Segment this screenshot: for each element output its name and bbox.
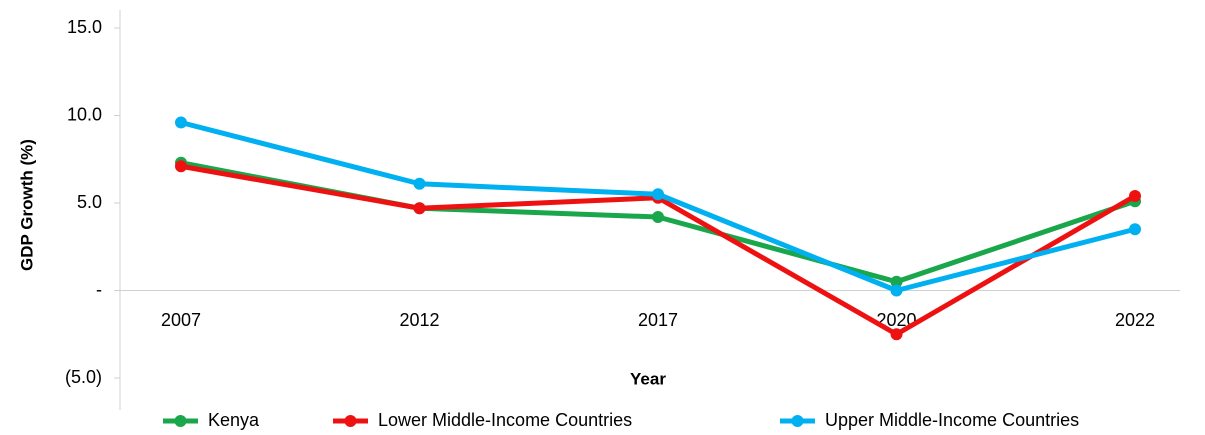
legend-marker — [344, 415, 357, 427]
data-point — [652, 211, 664, 223]
data-point — [1129, 190, 1141, 202]
data-point — [413, 177, 426, 190]
data-point — [652, 188, 664, 201]
legend-label: Upper Middle-Income Countries — [825, 410, 1079, 430]
y-tick-label: 10.0 — [67, 104, 102, 124]
x-tick-label: 2012 — [399, 310, 439, 330]
legend-marker — [791, 415, 804, 427]
x-tick-label: 2022 — [1115, 310, 1155, 330]
data-point — [890, 328, 903, 341]
legend-marker — [174, 415, 187, 427]
data-point — [890, 275, 903, 288]
x-tick-label: 2017 — [638, 310, 678, 330]
series-line — [180, 120, 1136, 293]
y-tick-label: 5.0 — [77, 192, 102, 212]
y-tick-label: (5.0) — [65, 367, 102, 387]
data-point — [890, 284, 903, 297]
data-point — [413, 202, 426, 215]
data-point — [1129, 223, 1141, 236]
x-tick-label: 2007 — [161, 310, 201, 330]
y-tick-label: 15.0 — [67, 17, 102, 37]
x-tick-label: 2020 — [876, 310, 916, 330]
x-axis-title: Year — [630, 369, 666, 388]
legend-label: Lower Middle-Income Countries — [378, 410, 632, 430]
y-tick-label: - — [96, 279, 102, 299]
y-axis-title: GDP Growth (%) — [17, 139, 36, 271]
legend-label: Kenya — [208, 410, 260, 430]
data-point — [175, 160, 187, 173]
data-point — [175, 116, 187, 129]
